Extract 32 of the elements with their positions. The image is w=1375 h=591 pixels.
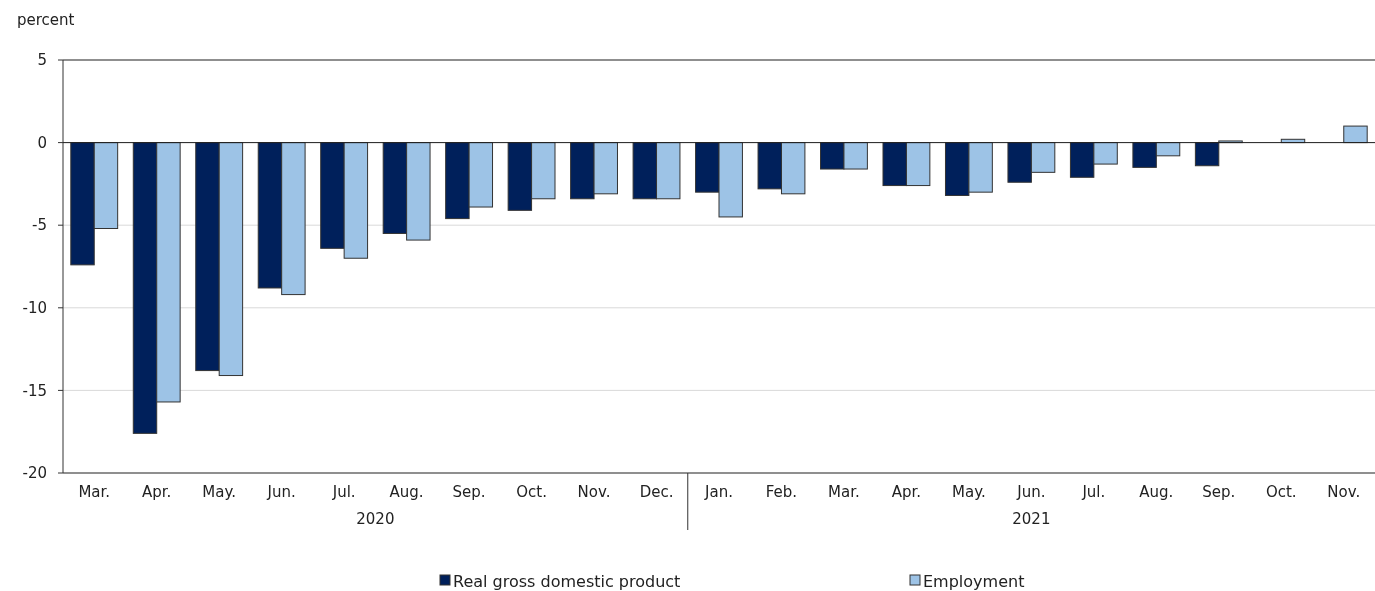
x-tick-label: Jun. <box>1016 483 1046 502</box>
y-tick-label: 5 <box>37 51 47 70</box>
x-tick-label: Nov. <box>577 483 611 502</box>
y-axis-title: percent <box>17 11 75 29</box>
x-tick-label: Aug. <box>389 483 424 502</box>
y-tick-label: -15 <box>22 381 47 400</box>
text: 2021 <box>1012 510 1051 529</box>
x-tick-label: May. <box>952 483 986 502</box>
x-tick-label: Jul. <box>331 483 356 502</box>
y-tick-label: 0 <box>37 133 47 152</box>
x-tick-label: Sep. <box>452 483 486 502</box>
x-tick-label: Jul. <box>1081 483 1106 502</box>
x-tick-label: Oct. <box>516 483 547 502</box>
x-tick-label: Oct. <box>1265 483 1297 502</box>
y-tick-label: -10 <box>22 299 47 318</box>
x-tick-label: Jun. <box>266 483 296 502</box>
y-tick-label: -20 <box>22 464 47 483</box>
x-tick-label: Apr. <box>891 483 922 502</box>
legend-label: Real gross domestic product <box>453 571 681 591</box>
x-tick-label: Sep. <box>1202 483 1236 502</box>
x-tick-label: Jan. <box>704 483 733 502</box>
x-tick-label: Mar. <box>828 483 860 502</box>
x-tick-label: Dec. <box>639 483 674 502</box>
x-tick-label: Aug. <box>1139 483 1174 502</box>
x-tick-label: May. <box>202 483 237 502</box>
x-tick-label: Feb. <box>765 483 798 502</box>
x-tick-label: Nov. <box>1327 483 1361 502</box>
y-tick-label: -5 <box>32 216 47 235</box>
x-tick-label: Apr. <box>142 483 172 502</box>
x-tick-label: Mar. <box>78 483 111 502</box>
text: 2020 <box>356 510 395 529</box>
legend-label: Employment <box>923 571 1025 591</box>
